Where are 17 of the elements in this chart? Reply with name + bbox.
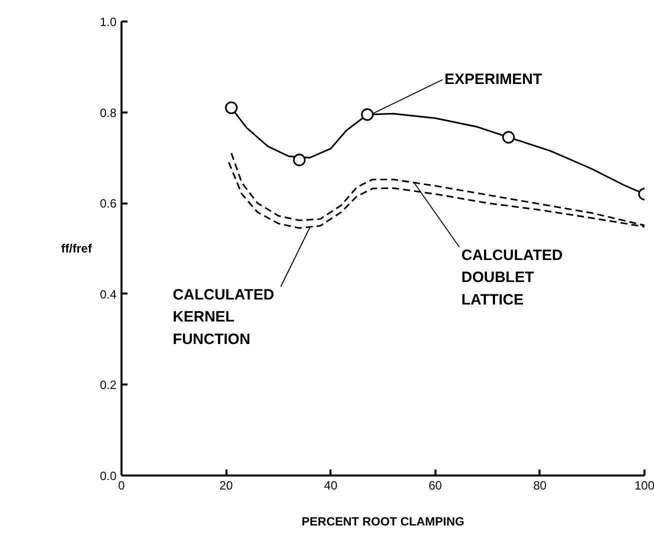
x-axis-title: PERCENT ROOT CLAMPING	[302, 514, 464, 528]
x-tick-label: 40	[324, 478, 338, 492]
y-tick-label: 0.2	[100, 378, 117, 392]
x-tick-label: 80	[533, 478, 547, 492]
x-tick-label: 0	[118, 478, 126, 492]
y-tick-label: 0.8	[100, 106, 117, 120]
x-tick-label: 100	[634, 478, 654, 492]
y-axis-title: ff/fref	[61, 242, 93, 256]
x-tick-label: 20	[219, 478, 234, 492]
annotation: CALCULATED KERNEL FUNCTION	[172, 286, 274, 348]
y-tick-label: 0.4	[100, 287, 117, 302]
annotation: CALCULATED DOUBLET LATTICE	[461, 247, 563, 308]
y-tick-label: 1.0	[100, 15, 117, 29]
y-tick-label: 0.6	[100, 196, 117, 211]
annotation: EXPERIMENT	[444, 71, 542, 88]
y-tick-label: 0.0	[100, 469, 117, 483]
x-tick-label: 60	[428, 478, 442, 492]
